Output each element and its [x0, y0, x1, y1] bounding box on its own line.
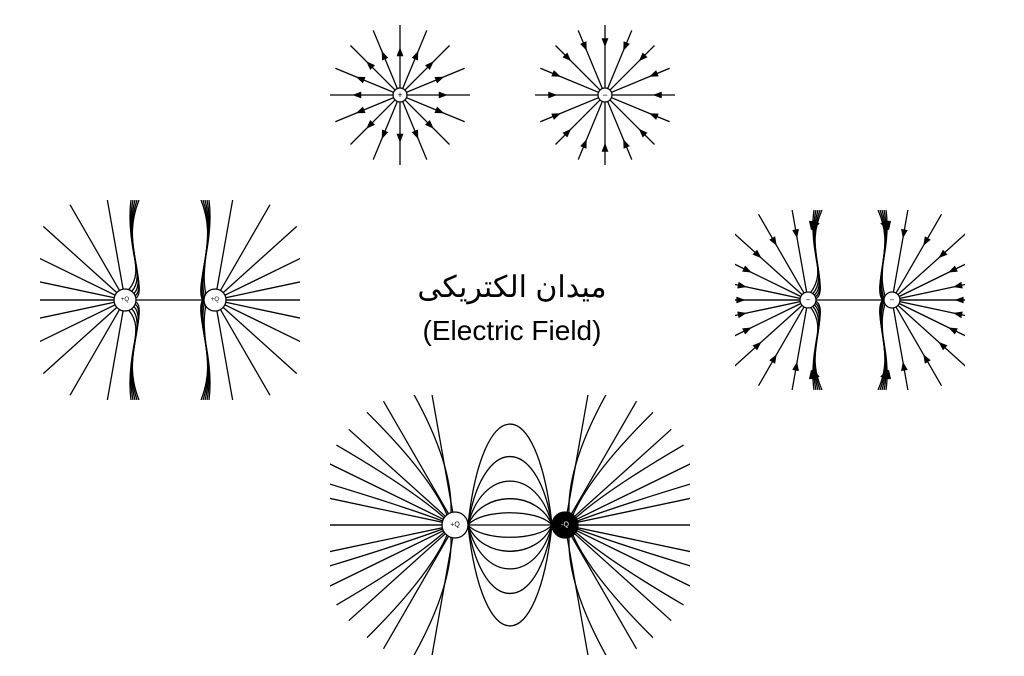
- svg-text:−: −: [602, 90, 607, 100]
- svg-text:+Q: +Q: [211, 297, 220, 303]
- diagram-two-positive-charges: +Q +Q: [40, 200, 300, 400]
- svg-text:−: −: [890, 296, 895, 305]
- svg-text:+Q: +Q: [121, 297, 130, 303]
- diagram-positive-point-charge: +: [320, 15, 480, 175]
- svg-text:−: −: [806, 296, 811, 305]
- svg-text:+: +: [397, 90, 402, 100]
- diagram-dipole: +Q -Q: [330, 395, 690, 655]
- svg-text:-Q: -Q: [561, 522, 569, 529]
- svg-text:+Q: +Q: [450, 522, 460, 529]
- diagram-negative-point-charge: −: [525, 15, 685, 175]
- diagram-two-negative-charges: −−: [735, 210, 965, 390]
